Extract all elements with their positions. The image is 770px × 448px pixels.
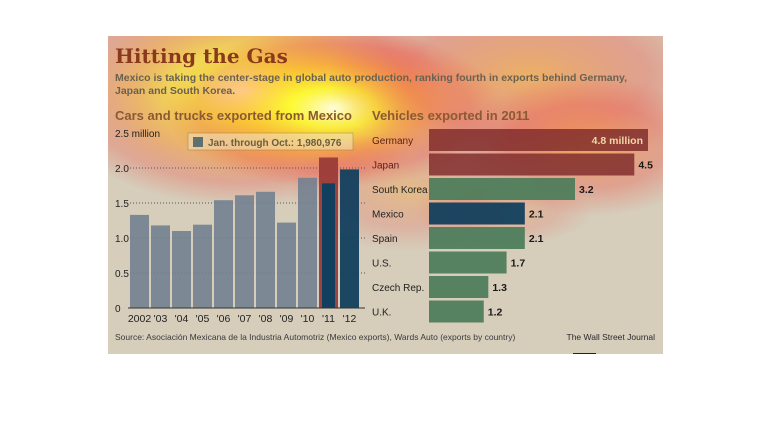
bar: [429, 178, 575, 200]
bar: [429, 276, 489, 298]
source-note: Source: Asociación Mexicana de la Indust…: [115, 332, 516, 342]
footer-rule: [573, 353, 596, 354]
x-tick-label: '04: [175, 313, 189, 325]
comparison-bar: [322, 183, 335, 308]
x-tick-label: '03: [154, 313, 168, 325]
y-tick-label: 2.5 million: [115, 129, 160, 140]
bar: [429, 300, 484, 323]
bar: [151, 225, 170, 308]
data-label: 2.1: [529, 209, 544, 221]
y-tick-label: 2.0: [115, 164, 129, 175]
x-tick-label: '09: [280, 313, 294, 325]
publisher-credit: The Wall Street Journal: [566, 332, 656, 342]
country-label: U.K.: [372, 308, 391, 319]
data-label: 4.8 million: [592, 135, 643, 147]
infographic-title: Hitting the Gas: [115, 44, 288, 68]
mexico-exports-chart-title: Cars and trucks exported from Mexico: [115, 108, 352, 123]
bar: [429, 202, 525, 225]
bar: [130, 214, 149, 308]
bar: [298, 177, 317, 308]
country-label: Czech Rep.: [372, 283, 424, 294]
bar: [193, 224, 212, 308]
legend-box: [187, 132, 354, 151]
bar: [429, 251, 507, 274]
infographic-card: Hitting the Gas Mexico is taking the cen…: [108, 36, 663, 354]
y-tick-label: 1.0: [115, 234, 129, 245]
country-exports-bar-chart: Germany 4.8 million Japan 4.5 South Korea 3.2…: [372, 129, 653, 323]
bar: [235, 195, 254, 308]
data-label: 1.3: [492, 282, 507, 294]
x-tick-label: 2002: [128, 313, 152, 325]
country-exports-chart-title: Vehicles exported in 2011: [372, 108, 530, 123]
data-label: 1.2: [488, 307, 503, 319]
legend-label: Jan. through Oct.: 1,980,976: [208, 138, 342, 149]
legend-swatch: [193, 137, 203, 147]
country-label: South Korea: [372, 185, 428, 196]
bar: [214, 200, 233, 308]
bar: [277, 222, 296, 308]
x-tick-label: '06: [217, 313, 231, 325]
bar: [429, 129, 648, 151]
country-label: Mexico: [372, 210, 404, 221]
data-label: 3.2: [579, 184, 594, 196]
x-tick-label: '05: [196, 313, 210, 325]
country-label: Germany: [372, 136, 413, 147]
bar: [429, 227, 525, 249]
y-tick-label: 0: [115, 304, 121, 315]
x-tick-label: '11: [322, 313, 335, 325]
x-tick-label: '07: [238, 313, 252, 325]
data-label: 1.7: [511, 258, 526, 270]
infographic-subtitle: Mexico is taking the center-stage in glo…: [115, 72, 628, 97]
charts-canvas: 0 0.5 1.0 1.5 2.0 2.5 million 2002'03 '04 '05 '06…: [115, 129, 653, 325]
bar: [256, 191, 275, 308]
x-tick-label: '08: [259, 313, 273, 325]
x-tick-label: '12: [343, 313, 357, 325]
country-label: Japan: [372, 161, 399, 172]
country-label: Spain: [372, 234, 398, 245]
y-tick-label: 1.5: [115, 199, 129, 210]
bar: [340, 169, 359, 308]
country-label: U.S.: [372, 259, 391, 270]
mexico-exports-bar-chart: 0 0.5 1.0 1.5 2.0 2.5 million 2002'03 '04 '05 '06…: [115, 129, 365, 325]
y-tick-label: 0.5: [115, 269, 129, 280]
bar: [429, 153, 635, 176]
x-tick-label: '10: [301, 313, 315, 325]
bar: [172, 231, 191, 308]
data-label: 4.5: [638, 160, 653, 172]
data-label: 2.1: [529, 233, 544, 245]
